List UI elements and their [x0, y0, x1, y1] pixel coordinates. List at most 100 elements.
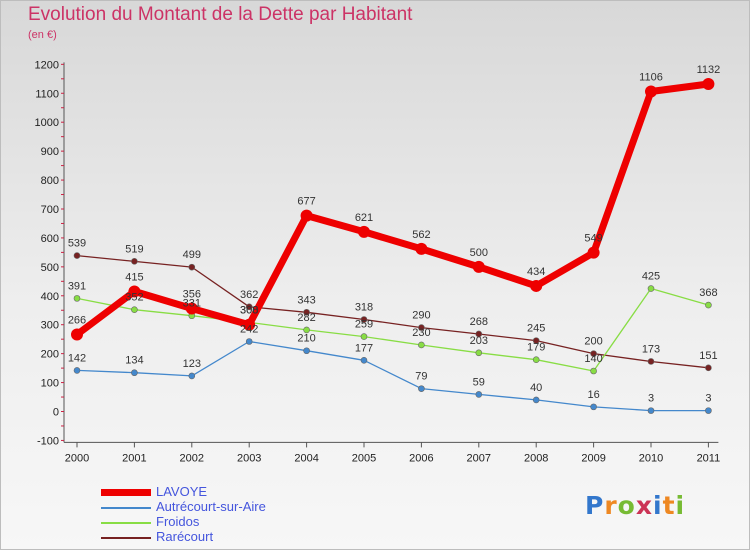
logo-letter: i: [653, 491, 663, 520]
data-point: [358, 225, 370, 238]
data-point: [128, 285, 141, 298]
logo-letter: i: [675, 491, 686, 520]
x-tick-label: 2009: [581, 452, 605, 464]
y-tick-label: 100: [41, 378, 59, 390]
legend-swatch: [101, 489, 151, 496]
legend-swatch: [101, 522, 151, 524]
data-label: 245: [527, 323, 545, 335]
data-label: 268: [470, 316, 488, 328]
data-label: 173: [642, 343, 660, 355]
x-tick-label: 2004: [294, 452, 318, 464]
data-label: 282: [297, 312, 315, 324]
data-point: [702, 78, 715, 91]
x-tick-label: 2010: [639, 452, 663, 464]
axes: -100 0 100 200 300 400 500 600 700 800 900 1000 1100…: [35, 59, 721, 464]
data-point: [475, 349, 483, 357]
data-label: 621: [355, 212, 373, 224]
data-point: [131, 306, 138, 313]
data-point: [360, 333, 368, 340]
data-label: 79: [415, 371, 427, 383]
y-tick-label: 400: [41, 291, 59, 303]
data-label: 677: [297, 196, 315, 208]
data-point: [415, 242, 428, 255]
data-point: [131, 258, 138, 265]
data-point: [475, 391, 483, 398]
data-point: [472, 260, 485, 273]
data-label: 331: [183, 298, 201, 310]
data-label: 134: [125, 355, 143, 367]
chart-unit: (en €): [28, 29, 57, 41]
data-label: 3: [705, 393, 711, 405]
data-label: 203: [470, 335, 488, 347]
data-label: 300: [240, 305, 258, 317]
y-tick-label: 200: [41, 349, 59, 361]
data-label: 391: [68, 280, 86, 292]
data-point: [303, 326, 310, 334]
y-tick-label: 300: [41, 320, 59, 332]
y-tick-label: 800: [41, 175, 59, 187]
x-tick-label: 2003: [237, 452, 261, 464]
data-label: 266: [68, 315, 86, 327]
data-point: [73, 295, 81, 302]
legend-label: Froidos: [156, 514, 200, 529]
logo-letter: o: [617, 491, 636, 520]
data-point: [587, 246, 600, 259]
data-label: 59: [473, 376, 485, 388]
data-point: [705, 407, 712, 414]
y-tick-label: 1000: [35, 117, 59, 129]
data-point: [590, 403, 597, 411]
data-labels: 539 519 499 362 343 318 290 268 245 200 173 151 391 3…: [68, 64, 720, 405]
x-tick-label: 2005: [352, 452, 376, 464]
data-label: 368: [699, 287, 717, 299]
series-line: [76, 340, 709, 412]
data-point: [532, 337, 540, 344]
data-label: 362: [240, 289, 258, 301]
data-label: 562: [412, 229, 430, 241]
legend-label: LAVOYE: [156, 484, 208, 499]
data-point: [71, 328, 83, 341]
data-label: 539: [68, 238, 86, 250]
data-point: [475, 330, 483, 338]
data-label: 230: [412, 327, 430, 339]
data-point: [73, 367, 81, 374]
data-label: 3: [648, 393, 654, 405]
data-label: 343: [297, 294, 315, 306]
data-point: [73, 252, 81, 259]
data-label: 123: [183, 358, 201, 370]
x-tick-label: 2011: [697, 452, 721, 464]
x-tick-label: 2007: [467, 452, 491, 464]
data-point: [185, 302, 198, 315]
x-tick-label: 2002: [180, 452, 204, 464]
y-tick-label: 900: [41, 146, 59, 158]
data-point: [530, 279, 543, 292]
data-point: [300, 209, 313, 222]
data-label: 16: [587, 389, 599, 401]
data-point: [418, 385, 425, 392]
x-tick-label: 2008: [524, 452, 548, 464]
data-label: 140: [584, 353, 602, 365]
data-label: 200: [584, 336, 602, 348]
data-point: [188, 372, 196, 380]
y-tick-label: 600: [41, 233, 59, 245]
y-tick-label: -100: [37, 435, 59, 447]
data-point: [647, 285, 655, 292]
data-point: [705, 364, 712, 372]
series-layer: [71, 78, 715, 414]
data-point: [647, 407, 655, 414]
data-point: [645, 85, 657, 98]
data-point: [418, 341, 425, 349]
data-label: 259: [355, 319, 373, 331]
chart-title: Evolution du Montant de la Dette par Hab…: [28, 4, 413, 25]
data-label: 318: [355, 302, 373, 314]
logo-letter: P: [585, 491, 605, 520]
data-label: 1106: [639, 72, 663, 84]
data-point: [243, 318, 256, 331]
legend-label: Rarécourt: [156, 529, 214, 544]
x-tick-label: 2001: [122, 452, 146, 464]
proxiti-logo: Proxiti: [585, 491, 685, 520]
y-tick-label: 1200: [35, 59, 59, 71]
y-tick-label: 700: [41, 204, 59, 216]
data-label: 242: [240, 323, 258, 335]
